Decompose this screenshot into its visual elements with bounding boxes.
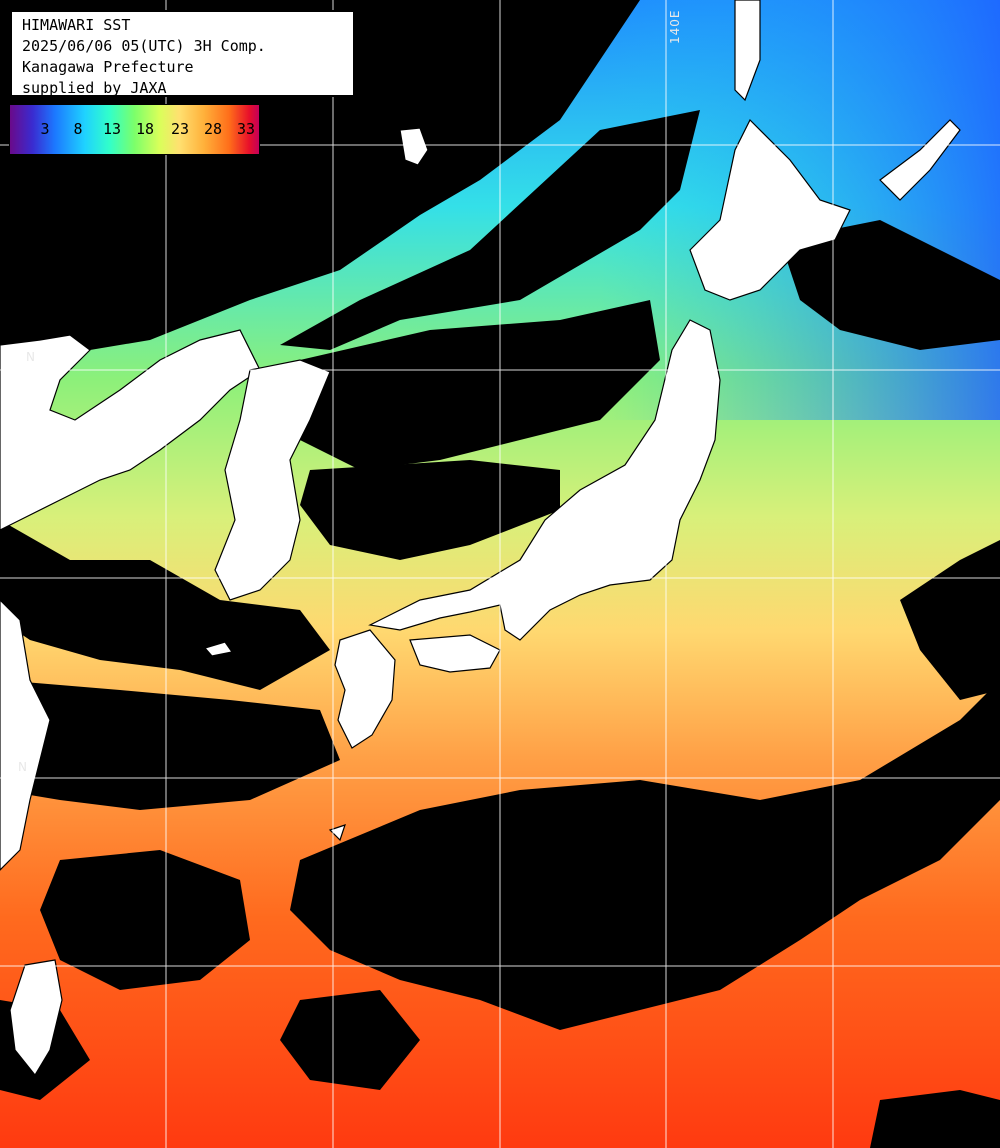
map-title: HIMAWARI SST: [22, 16, 131, 34]
cloud-china-coast: [0, 520, 330, 690]
cloud-band-north: [280, 110, 700, 350]
cloud-pacific-center: [290, 680, 1000, 1030]
cloud-south-patches: [40, 850, 250, 990]
land-jeju: [203, 641, 234, 657]
land-china-coast: [0, 599, 51, 871]
cloud-south-east: [870, 1090, 1000, 1148]
cloud-yellow-sea: [300, 460, 560, 560]
land-taiwan: [9, 959, 63, 1077]
land-kamchatka-kuril: [879, 119, 961, 201]
latitude-label: N: [18, 760, 27, 774]
land-sakhalin: [734, 0, 761, 102]
longitude-label-140e: 140E: [668, 9, 682, 45]
latitude-label: N: [26, 350, 35, 364]
legend-tick: 8: [73, 120, 83, 138]
land-korea: [214, 359, 331, 601]
land-honshu: [368, 319, 721, 641]
title-box: HIMAWARI SST 2025/06/06 05(UTC) 3H Comp.…: [10, 10, 355, 97]
color-scale-legend: 3 8 13 18 23 28 33: [9, 104, 260, 155]
land-masses: [0, 0, 961, 1077]
cloud-pacific-east: [900, 540, 1000, 700]
legend-tick: 28: [203, 120, 223, 138]
map-region: Kanagawa Prefecture: [22, 58, 194, 76]
land-island-north: [399, 127, 429, 166]
legend-tick: 23: [170, 120, 190, 138]
legend-tick: 13: [102, 120, 122, 138]
cloud-sea-of-japan: [300, 300, 660, 470]
cloud-south-center: [280, 990, 420, 1090]
legend-tick: 18: [135, 120, 155, 138]
land-shikoku: [409, 634, 501, 673]
cloud-hokkaido-east: [780, 220, 1000, 350]
land-okinawa: [328, 824, 346, 842]
land-asia-mainland: [0, 329, 261, 531]
legend-tick: 3: [40, 120, 50, 138]
map-credit: supplied by JAXA: [22, 79, 167, 97]
legend-tick: 33: [236, 120, 256, 138]
map-datetime: 2025/06/06 05(UTC) 3H Comp.: [22, 37, 266, 55]
land-kyushu: [334, 629, 396, 749]
